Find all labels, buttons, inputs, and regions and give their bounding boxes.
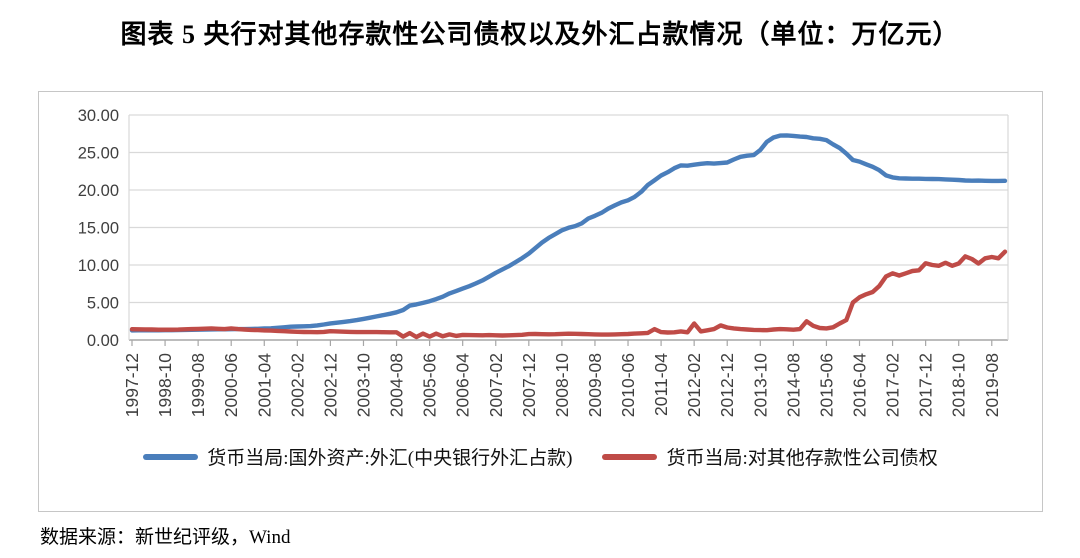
legend-label-fx-reserves: 货币当局:国外资产:外汇(中央银行外汇占款) (207, 448, 573, 469)
chart-title: 图表 5 央行对其他存款性公司债权以及外汇占款情况（单位：万亿元） (120, 20, 960, 49)
chart-legend: 货币当局:国外资产:外汇(中央银行外汇占款) 货币当局:对其他存款性公司债权 (39, 443, 1042, 470)
x-tick-label: 2019-08 (982, 353, 1002, 417)
y-tick-label: 10.00 (78, 257, 119, 275)
legend-line-swatch-blue (143, 453, 199, 460)
y-tick-label: 25.00 (78, 145, 119, 163)
x-tick-label: 1998-10 (155, 353, 175, 417)
plot-area: 0.00 5.00 10.00 15.00 20.00 25.00 30.00 1997-12… (78, 107, 1009, 417)
legend-item-claims: 货币当局:对其他存款性公司债权 (602, 443, 938, 470)
x-tick-label: 2011-04 (651, 353, 671, 416)
y-tick-label: 20.00 (78, 182, 119, 200)
x-tick-label: 2007-02 (486, 353, 506, 417)
series-line-claims (129, 249, 1008, 340)
x-tick-label: 2015-06 (816, 353, 836, 417)
x-tick-label: 2009-08 (585, 353, 605, 417)
x-tick-label: 2012-02 (684, 353, 704, 417)
x-tick-label: 2017-12 (916, 353, 936, 417)
legend-label-claims: 货币当局:对其他存款性公司债权 (666, 448, 938, 469)
y-tick-label: 5.00 (87, 295, 119, 313)
x-tick-label: 1999-08 (188, 353, 208, 417)
x-tick-label: 2000-06 (221, 353, 241, 417)
x-tick-label: 2016-04 (850, 353, 870, 417)
x-tick-label: 2018-10 (949, 353, 969, 417)
y-tick-label: 15.00 (78, 220, 119, 238)
x-tick-label: 1997-12 (122, 353, 142, 417)
series-line-fx-reserves (129, 133, 1008, 333)
y-tick-label: 0.00 (87, 332, 119, 350)
x-tick-label: 2013-10 (750, 353, 770, 417)
y-tick-label: 30.00 (78, 107, 119, 125)
x-tick-label: 2010-06 (618, 353, 638, 417)
x-tick-label: 2008-10 (552, 353, 572, 417)
x-tick-label: 2007-12 (519, 353, 539, 417)
x-tick-label: 2014-08 (783, 353, 803, 417)
x-tick-label: 2006-04 (453, 353, 473, 417)
x-tick-label: 2004-08 (387, 353, 407, 417)
legend-item-fx-reserves: 货币当局:国外资产:外汇(中央银行外汇占款) (143, 443, 572, 470)
x-tick-label: 2012-12 (717, 353, 737, 417)
data-source-note: 数据来源：新世纪评级，Wind (40, 527, 291, 548)
legend-line-swatch-red (602, 453, 658, 460)
x-tick-label: 2002-02 (287, 353, 307, 417)
x-tick-label: 2003-10 (353, 353, 373, 417)
x-tick-label: 2017-02 (883, 353, 903, 417)
x-tick-label: 2001-04 (254, 353, 274, 417)
chart-container: 0.00 5.00 10.00 15.00 20.00 25.00 30.00 1997-12… (38, 91, 1043, 512)
x-tick-label: 2002-12 (320, 353, 340, 417)
x-tick-label: 2005-06 (420, 353, 440, 417)
